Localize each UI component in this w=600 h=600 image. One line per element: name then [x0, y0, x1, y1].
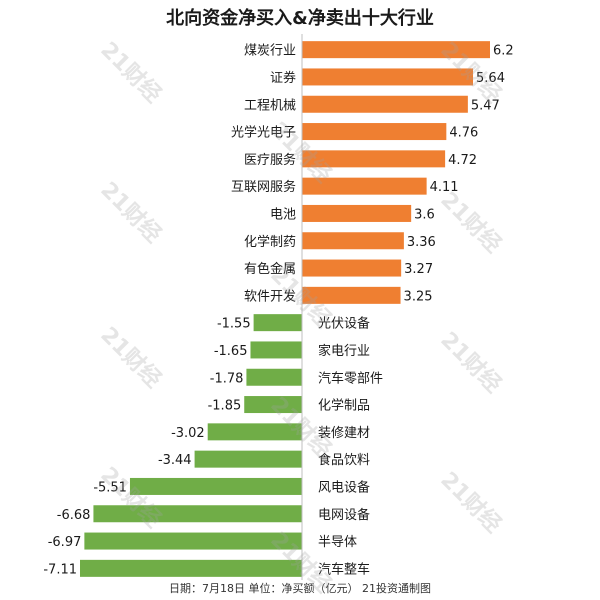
- bar-13: [246, 368, 302, 386]
- value-label-18: -6.68: [57, 508, 91, 523]
- bar-7: [302, 204, 412, 222]
- value-label-13: -1.78: [210, 371, 244, 386]
- value-label-20: -7.11: [43, 562, 77, 577]
- category-label-8: 化学制药: [244, 234, 296, 250]
- value-label-4: 4.76: [449, 126, 478, 141]
- bar-9: [302, 259, 402, 277]
- value-label-7: 3.6: [414, 207, 435, 222]
- category-label-10: 软件开发: [244, 288, 296, 304]
- bar-8: [302, 232, 404, 250]
- value-label-6: 4.11: [430, 180, 459, 195]
- category-label-2: 证券: [270, 70, 296, 86]
- value-label-10: 3.25: [404, 289, 433, 304]
- chart-title: 北向资金净买入&净卖出十大行业: [166, 8, 434, 29]
- bar-11: [253, 314, 302, 332]
- bar-1: [302, 41, 490, 59]
- category-label-7: 电池: [270, 207, 296, 222]
- value-label-17: -5.51: [93, 480, 127, 495]
- category-label-5: 医疗服务: [244, 152, 296, 168]
- category-label-17: 风电设备: [318, 479, 370, 495]
- footer-note: 日期：7月18日 单位：净买额（亿元） 21投资通制图: [169, 582, 431, 595]
- category-label-13: 汽车零部件: [318, 370, 383, 386]
- value-label-16: -3.44: [158, 453, 192, 468]
- bar-2: [302, 68, 474, 86]
- value-label-3: 5.47: [471, 98, 500, 113]
- value-label-1: 6.2: [493, 44, 514, 59]
- value-label-12: -1.65: [214, 344, 248, 359]
- category-label-1: 煤炭行业: [244, 44, 296, 59]
- bar-chart: 煤炭行业 6.2 证券 5.64 工程机械 5.47 光学光电子 4.76 医疗服务 4.72 互联…: [43, 34, 514, 580]
- bar-18: [93, 505, 302, 523]
- value-label-19: -6.97: [48, 535, 82, 550]
- bar-5: [302, 150, 446, 168]
- category-label-9: 有色金属: [244, 261, 296, 277]
- bar-12: [250, 341, 302, 359]
- value-label-2: 5.64: [476, 71, 505, 86]
- category-label-16: 食品饮料: [318, 452, 370, 468]
- category-label-15: 装修建材: [318, 426, 370, 441]
- bars-layer: [80, 41, 490, 577]
- category-label-11: 光伏设备: [318, 316, 370, 332]
- value-label-14: -1.85: [208, 399, 242, 414]
- category-label-4: 光学光电子: [231, 125, 296, 141]
- category-label-6: 互联网服务: [231, 179, 296, 195]
- category-label-20: 汽车整车: [318, 561, 370, 577]
- category-label-18: 电网设备: [318, 507, 370, 523]
- labels-layer: 煤炭行业 6.2 证券 5.64 工程机械 5.47 光学光电子 4.76 医疗服务 4.72 互联…: [43, 44, 513, 578]
- bar-14: [244, 396, 302, 414]
- bar-3: [302, 95, 468, 113]
- category-label-12: 家电行业: [318, 343, 370, 359]
- category-label-19: 半导体: [318, 535, 357, 550]
- value-label-5: 4.72: [448, 153, 477, 168]
- value-label-8: 3.36: [407, 235, 436, 250]
- category-label-3: 工程机械: [244, 98, 296, 113]
- bar-10: [302, 286, 401, 304]
- bar-4: [302, 123, 447, 141]
- bar-6: [302, 177, 427, 195]
- value-label-9: 3.27: [404, 262, 433, 277]
- value-label-15: -3.02: [171, 426, 205, 441]
- category-label-14: 化学制品: [318, 398, 370, 414]
- bar-16: [194, 450, 302, 468]
- bar-19: [84, 532, 302, 550]
- bar-17: [129, 477, 302, 495]
- bar-20: [80, 559, 302, 577]
- bar-15: [207, 423, 302, 441]
- value-label-11: -1.55: [217, 317, 251, 332]
